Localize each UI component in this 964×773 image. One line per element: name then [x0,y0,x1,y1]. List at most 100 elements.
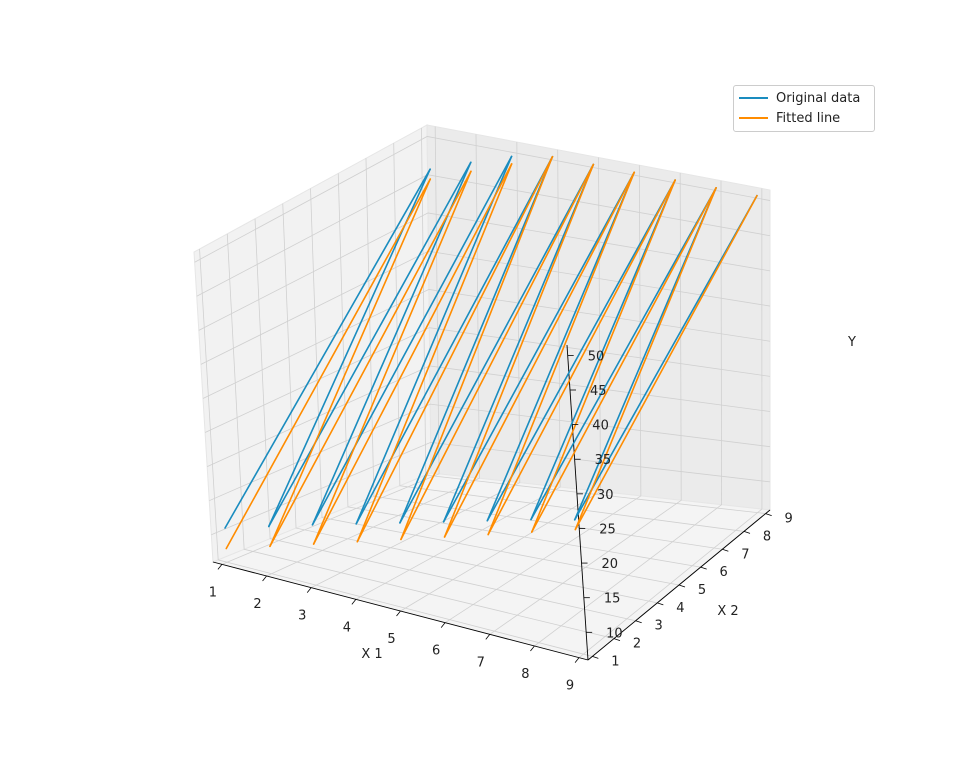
legend-swatch-original [739,97,768,99]
z-tick-label: 10 [606,626,623,641]
y-tick-label: 7 [741,547,749,562]
tick-marks [217,354,772,663]
legend-item-original: Original data [739,89,860,107]
gridline-x [578,188,763,658]
y-tick-label: 4 [676,601,684,616]
z-tick-label: 30 [597,488,614,503]
x-tick-label: 5 [387,632,395,647]
gridline-x [311,142,521,589]
y-tick-label: 6 [720,565,728,580]
legend-swatch-fitted [739,117,768,119]
x-tick-label: 9 [566,679,574,694]
y-tick-tick [613,638,621,641]
gridline-y [226,233,615,639]
series-1-segment [487,179,676,536]
series-0-segment [399,155,554,524]
gridline-z [209,403,771,502]
series-0-segment [399,163,595,524]
gridline-x [489,172,682,635]
legend-label-fitted: Fitted line [776,110,841,126]
series-1-segment [530,179,676,533]
x-axis-title: X 1 [361,647,382,662]
series-1-segment [356,155,554,543]
series-1-segment [225,178,432,550]
series-1-segment [269,170,472,548]
y-tick-label: 9 [785,512,793,527]
y-tick-tick [678,584,686,588]
x-tick-label: 1 [209,585,217,600]
gridline-z [204,327,771,433]
z-tick-label: 35 [595,453,612,468]
z-tick-label: 45 [590,384,607,399]
series-0-segment [311,155,513,526]
y-tick-label: 5 [698,583,706,598]
z-axis-line [566,344,589,661]
gridline-y [282,203,658,604]
series-0-segment [530,187,717,521]
y-tick-tick [635,620,642,624]
x-tick-tick [574,657,580,663]
series-0-segment [224,168,431,529]
gridline-x [355,149,561,600]
series-0-segment [442,171,636,523]
series-0-segment [355,155,513,525]
x-tick-tick [485,634,491,640]
y-tick-tick [700,566,707,570]
x-tick-tick [351,599,357,605]
gridline-x [400,157,601,612]
gridline-y [254,218,636,622]
z-axis-title: Y [847,335,856,350]
series-0-segment [486,179,676,522]
gridline-y [365,158,723,550]
gridline-y [310,188,680,586]
x-tick-tick [530,645,535,652]
series-0-segment [486,171,636,522]
series-0-segment [311,161,472,526]
series-1-segment [443,163,595,538]
y-tick-label: 1 [611,654,619,669]
gridline-z [211,441,771,536]
y-axis-title: X 2 [717,604,738,619]
x-tick-label: 2 [253,597,261,612]
gridline-z [202,289,771,399]
y-tick-tick [765,513,772,516]
legend-label-original: Original data [776,90,861,106]
y-tick-label: 2 [633,637,641,652]
series-1-segment [574,194,758,531]
series-1-segment [269,178,432,548]
series-1-segment [312,163,513,545]
data-series-lines [224,155,758,550]
z-tick-label: 20 [602,557,619,572]
series-1-segment [443,171,636,538]
legend: Original data Fitted line [733,85,875,132]
y-tick-tick [743,531,751,534]
x-tick-label: 7 [477,655,485,670]
x-tick-label: 4 [343,620,351,635]
series-1-segment [356,163,513,543]
series-1-segment [574,187,717,531]
series-1-segment [400,163,595,541]
y-tick-label: 8 [763,529,771,544]
z-tick-label: 40 [592,419,609,434]
x-tick-label: 6 [432,644,440,659]
series-0-segment [573,194,758,521]
series-0-segment [267,161,472,528]
series-1-segment [400,155,554,541]
gridline-y [199,248,593,657]
z-tick-label: 50 [588,349,605,364]
x-tick-tick [396,610,401,617]
gridline-x [444,165,642,624]
gridline-z [194,136,771,263]
y-tick-tick [592,656,599,659]
y-tick-label: 3 [655,619,663,634]
x-tick-tick [217,564,223,570]
z-tick-label: 25 [599,522,616,537]
series-0-segment [530,179,676,521]
gridline-x [534,180,722,647]
x-tick-label: 8 [521,667,529,682]
x-tick-tick [262,575,267,582]
series-0-segment [442,163,595,523]
